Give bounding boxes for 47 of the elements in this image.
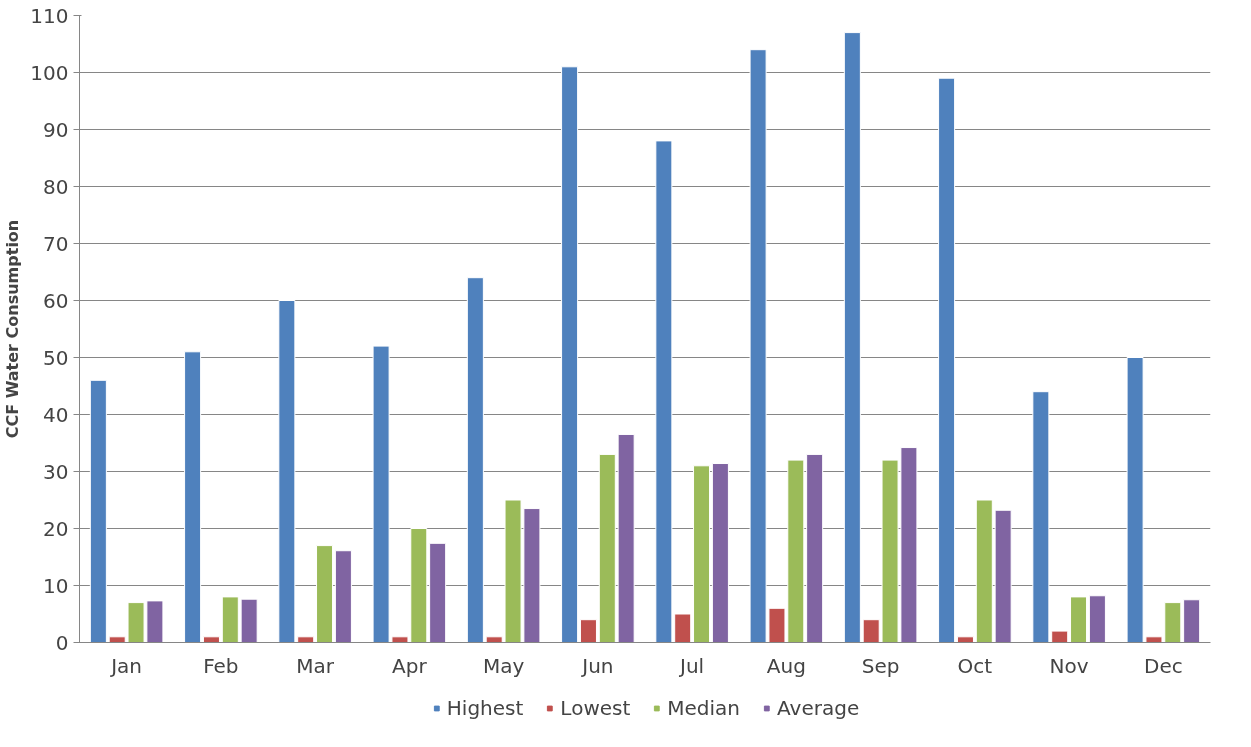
bar [693, 465, 711, 643]
bar [579, 619, 597, 643]
bar [938, 77, 956, 643]
bar [561, 66, 579, 643]
y-axis-title: CCF Water Consumption [3, 219, 23, 439]
x-tick-label: Jul [678, 653, 705, 678]
bar [89, 379, 107, 643]
y-tick-label: 100 [30, 60, 69, 85]
bar [316, 545, 334, 643]
y-tick-label: 80 [43, 174, 69, 199]
x-tick-label: Oct [957, 653, 993, 678]
x-tick-label: Mar [296, 653, 335, 678]
bar [466, 277, 484, 643]
bar [184, 351, 202, 643]
y-tick-label: 10 [43, 573, 69, 598]
y-tick-label: 60 [43, 288, 69, 313]
y-tick-label: 110 [30, 3, 69, 28]
legend-label: Median [667, 695, 741, 720]
legend-label: Highest [446, 695, 524, 720]
legend-label: Average [777, 695, 860, 720]
bar [1183, 599, 1201, 643]
x-tick-label: Apr [392, 653, 428, 678]
x-tick-label: Dec [1144, 653, 1183, 678]
y-tick-label: 30 [43, 459, 69, 484]
bar [202, 636, 220, 643]
x-tick-label: Jan [109, 653, 143, 678]
bar [429, 542, 447, 643]
bar [806, 453, 824, 643]
x-tick-label: May [482, 653, 525, 678]
y-tick-label: 40 [43, 402, 69, 427]
y-tick-label: 70 [43, 231, 69, 256]
bar [1088, 595, 1106, 643]
legend-label: Lowest [560, 695, 631, 720]
bar [1070, 596, 1088, 643]
x-tick-label: Feb [203, 653, 239, 678]
bar [956, 636, 974, 643]
y-tick-label: 90 [43, 117, 69, 142]
y-tick-label: 20 [43, 516, 69, 541]
y-tick-label: 50 [43, 345, 69, 370]
x-tick-label: Sep [861, 653, 900, 678]
bar [334, 550, 352, 643]
x-tick-label: Nov [1049, 653, 1089, 678]
bar [711, 463, 729, 643]
y-tick-label: 0 [55, 630, 69, 655]
x-tick-label: Aug [766, 653, 806, 678]
bar [843, 32, 861, 643]
x-tick-label: Jun [580, 653, 614, 678]
